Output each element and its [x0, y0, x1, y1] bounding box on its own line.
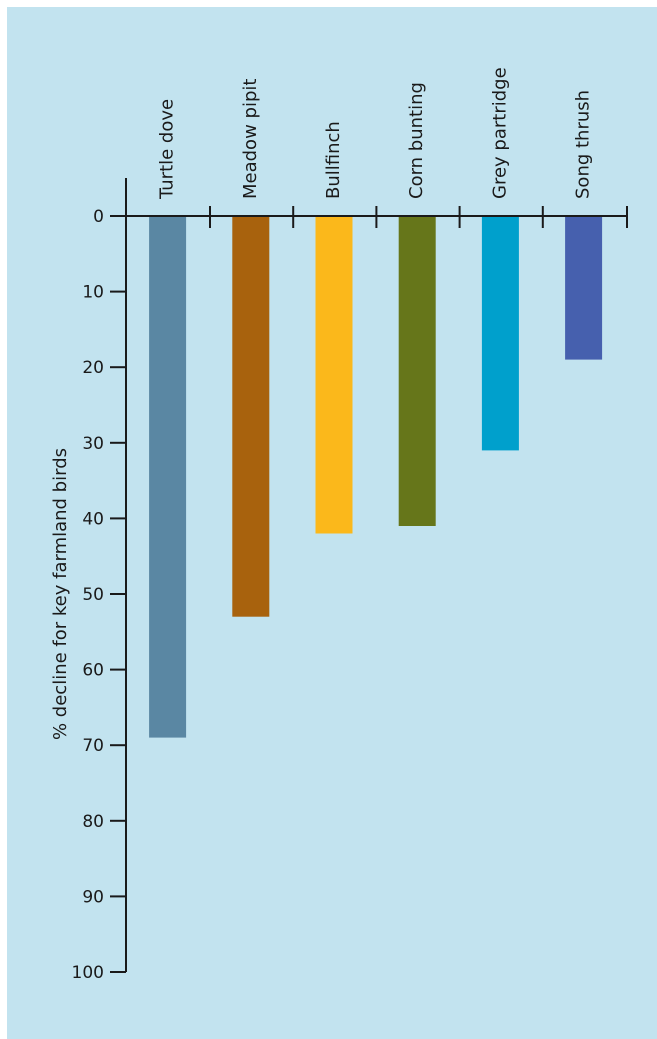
category-labels: Turtle dove Meadow pipit Bullfinch Corn bun…: [157, 67, 594, 200]
category-label: Grey partridge: [489, 67, 510, 199]
y-tick-label: 10: [82, 283, 104, 303]
y-tick-label: 50: [82, 585, 104, 605]
category-label: Bullfinch: [323, 121, 344, 199]
bar-bullfinch: [315, 216, 353, 534]
y-tick-label: 100: [72, 963, 104, 983]
bars-group: [149, 216, 603, 738]
x-axis: [126, 206, 628, 228]
y-tick-label: 80: [82, 812, 104, 832]
y-axis-title: % decline for key farmland birds: [50, 448, 71, 740]
y-tick-label: 90: [82, 887, 104, 907]
y-tick-label: 60: [82, 661, 104, 681]
category-label: Turtle dove: [157, 99, 178, 200]
bar-corn-bunting: [398, 216, 436, 526]
bar-meadow-pipit: [232, 216, 270, 617]
bar-grey-partridge: [481, 216, 519, 451]
y-tick-label: 70: [82, 736, 104, 756]
y-tick-label: 30: [82, 434, 104, 454]
y-tick-label: 20: [82, 358, 104, 378]
bar-song-thrush: [565, 216, 603, 360]
category-label: Corn bunting: [406, 82, 427, 199]
category-label: Meadow pipit: [240, 79, 261, 199]
category-label: Song thrush: [573, 90, 594, 199]
y-tick-label: 40: [82, 509, 104, 529]
y-tick-label: 0: [93, 207, 104, 227]
bar-turtle-dove: [149, 216, 187, 738]
y-axis: 0 10 20 30 40 50 60 70 80 90 100: [72, 178, 127, 983]
